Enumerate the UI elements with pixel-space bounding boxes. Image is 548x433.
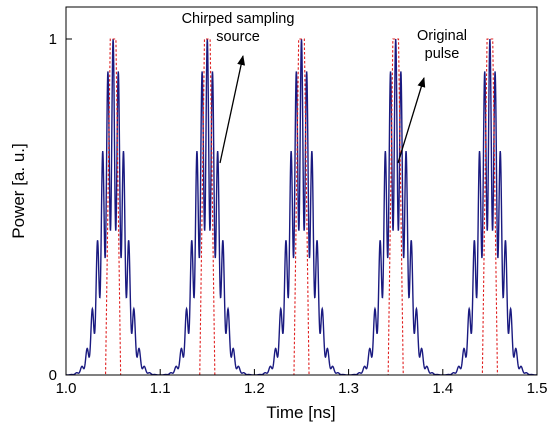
annotation-chirped-line-1: Chirped sampling	[182, 11, 295, 27]
y-tick-label: 0	[49, 367, 57, 384]
x-tick-label: 1.2	[244, 380, 265, 397]
plot-area	[65, 6, 538, 376]
x-tick-label: 1.0	[56, 380, 77, 397]
x-axis: 1.0 1.1 1.2 1.3 1.4 1.5 Time [ns]	[56, 369, 548, 422]
x-tick-label: 1.1	[150, 380, 171, 397]
x-tick-label: 1.3	[338, 380, 359, 397]
annotation-arrow-chirped	[219, 55, 246, 164]
y-axis-label: Power [a. u.]	[9, 143, 28, 238]
series-original-pulse-line	[66, 38, 537, 375]
x-tick-label: 1.5	[527, 380, 548, 397]
annotation-original-line-2: pulse	[425, 46, 460, 62]
y-tick-label: 1	[49, 31, 57, 48]
annotations: Chirped sampling source Original pulse	[182, 11, 467, 164]
x-axis-label: Time [ns]	[266, 403, 335, 422]
annotation-arrow-original	[397, 77, 426, 164]
annotation-original-line-1: Original	[417, 28, 467, 44]
plot-frame	[65, 6, 538, 376]
x-tick-label: 1.4	[432, 380, 453, 397]
annotation-chirped-line-2: source	[216, 29, 260, 45]
y-axis: 1 0 Power [a. u.]	[9, 31, 72, 384]
series-sampling-source-line	[66, 38, 537, 375]
